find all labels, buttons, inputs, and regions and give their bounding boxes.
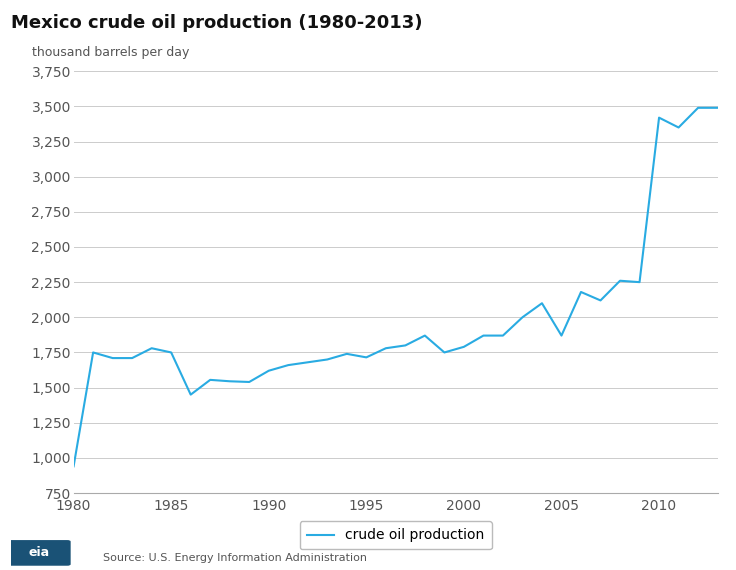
crude oil production xyxy=(108,355,117,361)
FancyBboxPatch shape xyxy=(7,540,71,565)
Text: Source: U.S. Energy Information Administration: Source: U.S. Energy Information Administ… xyxy=(103,553,367,563)
crude oil production xyxy=(615,278,624,284)
crude oil production xyxy=(693,104,702,111)
crude oil production xyxy=(654,114,663,121)
crude oil production xyxy=(596,297,605,304)
crude oil production xyxy=(479,332,488,339)
crude oil production xyxy=(264,367,273,374)
crude oil production xyxy=(225,378,234,385)
crude oil production xyxy=(167,349,176,356)
crude oil production xyxy=(557,332,566,339)
crude oil production xyxy=(381,345,390,352)
crude oil production xyxy=(69,463,78,470)
Text: Mexico crude oil production (1980-2013): Mexico crude oil production (1980-2013) xyxy=(11,14,422,32)
Text: eia: eia xyxy=(28,547,49,559)
Text: thousand barrels per day: thousand barrels per day xyxy=(32,46,189,59)
crude oil production xyxy=(89,349,98,356)
crude oil production xyxy=(362,354,371,361)
crude oil production xyxy=(401,342,410,349)
crude oil production xyxy=(128,355,137,361)
crude oil production xyxy=(186,391,195,398)
crude oil production xyxy=(537,300,546,307)
crude oil production xyxy=(576,288,585,295)
crude oil production xyxy=(674,124,683,131)
crude oil production xyxy=(713,104,722,111)
crude oil production xyxy=(342,351,351,357)
crude oil production xyxy=(323,356,332,363)
crude oil production xyxy=(440,349,449,356)
crude oil production xyxy=(498,332,507,339)
crude oil production xyxy=(420,332,429,339)
crude oil production xyxy=(245,378,254,385)
Line: crude oil production: crude oil production xyxy=(74,108,718,466)
crude oil production xyxy=(284,362,293,369)
crude oil production xyxy=(459,343,468,350)
crude oil production xyxy=(147,345,156,352)
crude oil production xyxy=(518,314,527,321)
crude oil production xyxy=(206,376,215,383)
Legend: crude oil production: crude oil production xyxy=(300,522,492,549)
crude oil production xyxy=(635,279,644,286)
crude oil production xyxy=(303,359,312,366)
